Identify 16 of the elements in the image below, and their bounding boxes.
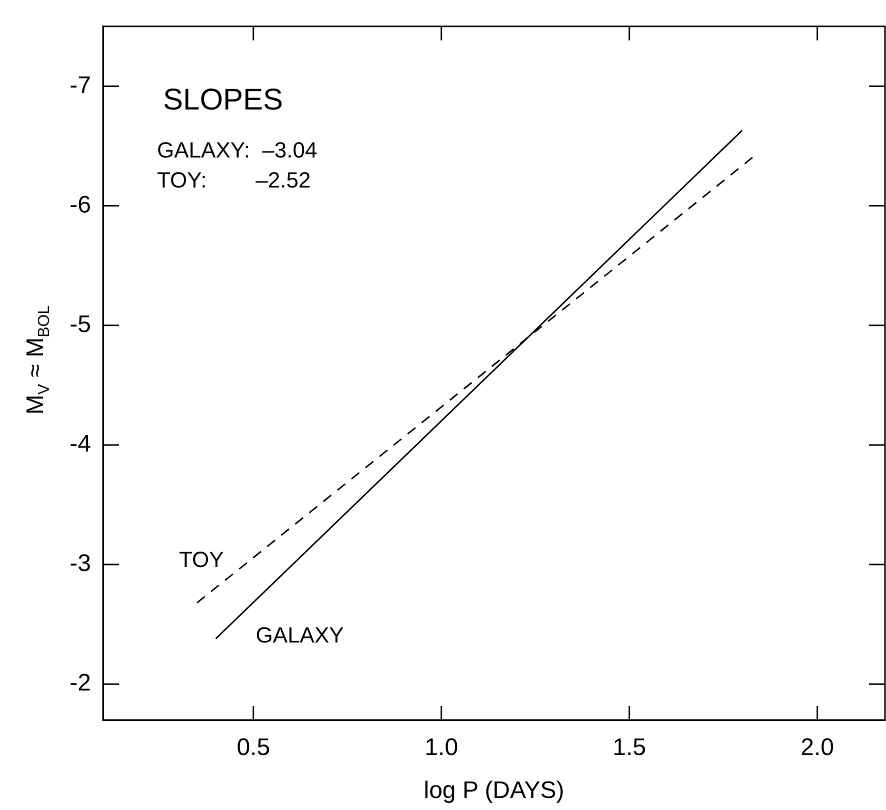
annotation: TOY: –2.52 [157,167,311,192]
x-tick-label: 2.0 [800,734,834,762]
series-label: TOY [178,546,224,572]
y-tick-label: -6 [70,191,91,218]
annotation: SLOPES [163,84,284,117]
y-tick-label: -7 [70,72,91,99]
annotation: GALAXY: –3.04 [157,137,318,162]
y-tick-label: -2 [70,670,91,697]
series-label: GALAXY [256,622,344,648]
y-tick-label: -3 [70,550,91,578]
x-tick-label: 0.5 [236,734,270,762]
x-tick-label: 1.0 [424,734,458,762]
x-axis-title: log P (DAYS) [424,777,564,804]
y-tick-label: -4 [70,430,91,458]
x-tick-label: 1.5 [612,734,646,762]
y-tick-label: -5 [70,310,91,338]
